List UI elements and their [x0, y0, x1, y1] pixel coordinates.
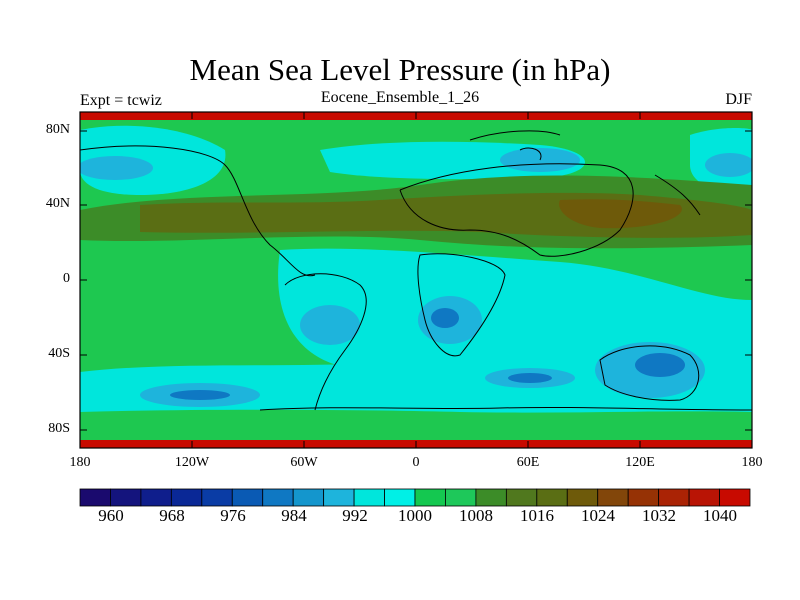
experiment-label: Expt = tcwiz [80, 92, 162, 109]
colorbar-swatch [475, 488, 507, 507]
colorbar-swatch [414, 488, 446, 507]
colorbar-label: 1016 [520, 506, 554, 525]
colorbar-swatch [231, 488, 264, 507]
colorbar-label: 960 [98, 506, 124, 525]
colorbar-swatch [658, 488, 690, 507]
colorbar-swatch [262, 488, 294, 507]
colorbar-swatch [597, 488, 629, 507]
colorbar-swatch [170, 488, 203, 507]
colorbar-label: 1000 [398, 506, 432, 525]
colorbar-label: 976 [220, 506, 246, 525]
colorbar-swatch [627, 488, 660, 507]
lon-tick-label: 0 [412, 455, 420, 470]
lon-tick-label: 120E [625, 455, 655, 470]
colorbar-swatch [445, 488, 477, 507]
lat-tick-label: 80S [48, 421, 70, 436]
lon-tick-label: 60E [516, 455, 540, 470]
colorbar-swatch [79, 488, 111, 507]
colorbar-swatch [353, 488, 385, 507]
colorbar-swatch [688, 488, 720, 507]
colorbar-swatch [201, 488, 233, 507]
colorbar [79, 488, 751, 507]
colorbar-label: 1040 [703, 506, 737, 525]
coastlines [80, 130, 752, 411]
colorbar-swatch [292, 488, 325, 507]
axis-ticks [80, 112, 752, 448]
chart-title: Mean Sea Level Pressure (in hPa) [189, 52, 611, 87]
colorbar-swatch [505, 488, 538, 507]
colorbar-label: 1032 [642, 506, 676, 525]
colorbar-label: 1024 [581, 506, 615, 525]
colorbar-label: 1008 [459, 506, 493, 525]
colorbar-label: 992 [342, 506, 368, 525]
colorbar-swatch [323, 488, 355, 507]
lat-tick-label: 0 [63, 271, 70, 286]
lat-tick-label: 40S [48, 346, 70, 361]
lon-tick-label: 60W [290, 455, 318, 470]
colorbar-swatch [140, 488, 172, 507]
colorbar-label: 984 [281, 506, 307, 525]
season-label: DJF [725, 91, 752, 108]
lat-tick-label: 40N [45, 196, 70, 211]
colorbar-swatch [536, 488, 568, 507]
lat-tick-label: 80N [45, 122, 70, 137]
lon-tick-label: 120W [174, 455, 210, 470]
ensemble-label: Eocene_Ensemble_1_26 [320, 89, 480, 106]
lon-tick-label: 180 [741, 455, 763, 470]
pressure-field [80, 112, 752, 448]
colorbar-swatch [110, 488, 142, 507]
colorbar-swatch [384, 488, 416, 507]
colorbar-swatch [719, 488, 751, 507]
lon-tick-label: 180 [69, 455, 91, 470]
colorbar-label: 968 [159, 506, 185, 525]
colorbar-swatch [566, 488, 599, 507]
